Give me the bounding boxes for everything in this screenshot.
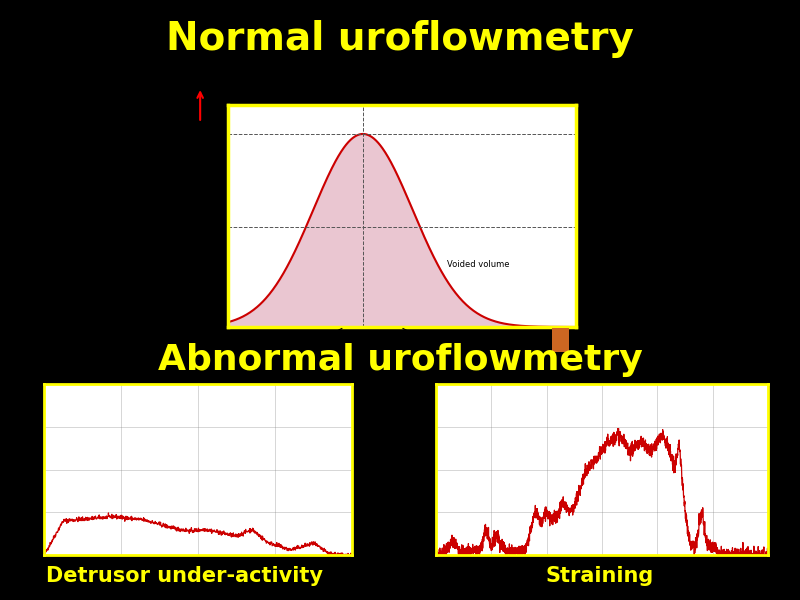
Text: Maximum flow rate: Maximum flow rate bbox=[579, 130, 654, 139]
Text: Voided volume: Voided volume bbox=[447, 260, 510, 269]
Text: Average
flow rate: Average flow rate bbox=[579, 217, 614, 236]
Text: Detrusor under-activity: Detrusor under-activity bbox=[46, 566, 322, 586]
Y-axis label: Flow rate (ml/s): Flow rate (ml/s) bbox=[216, 186, 226, 246]
X-axis label: Time (s): Time (s) bbox=[181, 571, 215, 580]
Text: Maximum flow rate: Maximum flow rate bbox=[330, 346, 404, 355]
Y-axis label: Flow rate (ml/s): Flow rate (ml/s) bbox=[408, 439, 417, 500]
X-axis label: Time (s): Time (s) bbox=[585, 571, 619, 580]
Text: Normal uroflowmetry: Normal uroflowmetry bbox=[166, 20, 634, 58]
Text: Straining: Straining bbox=[546, 566, 654, 586]
Text: a: a bbox=[416, 586, 422, 595]
Bar bbox=[552, 328, 569, 352]
Text: Abnormal uroflowmetry: Abnormal uroflowmetry bbox=[158, 343, 642, 377]
Text: Time: Time bbox=[503, 334, 524, 343]
Y-axis label: Flow rate (ml/s): Flow rate (ml/s) bbox=[16, 439, 25, 500]
